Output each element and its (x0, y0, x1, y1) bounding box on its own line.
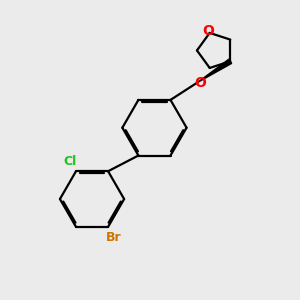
Text: Br: Br (106, 231, 122, 244)
Polygon shape (197, 59, 232, 82)
Text: Cl: Cl (64, 155, 77, 168)
Text: O: O (202, 24, 214, 38)
Text: O: O (194, 76, 206, 89)
